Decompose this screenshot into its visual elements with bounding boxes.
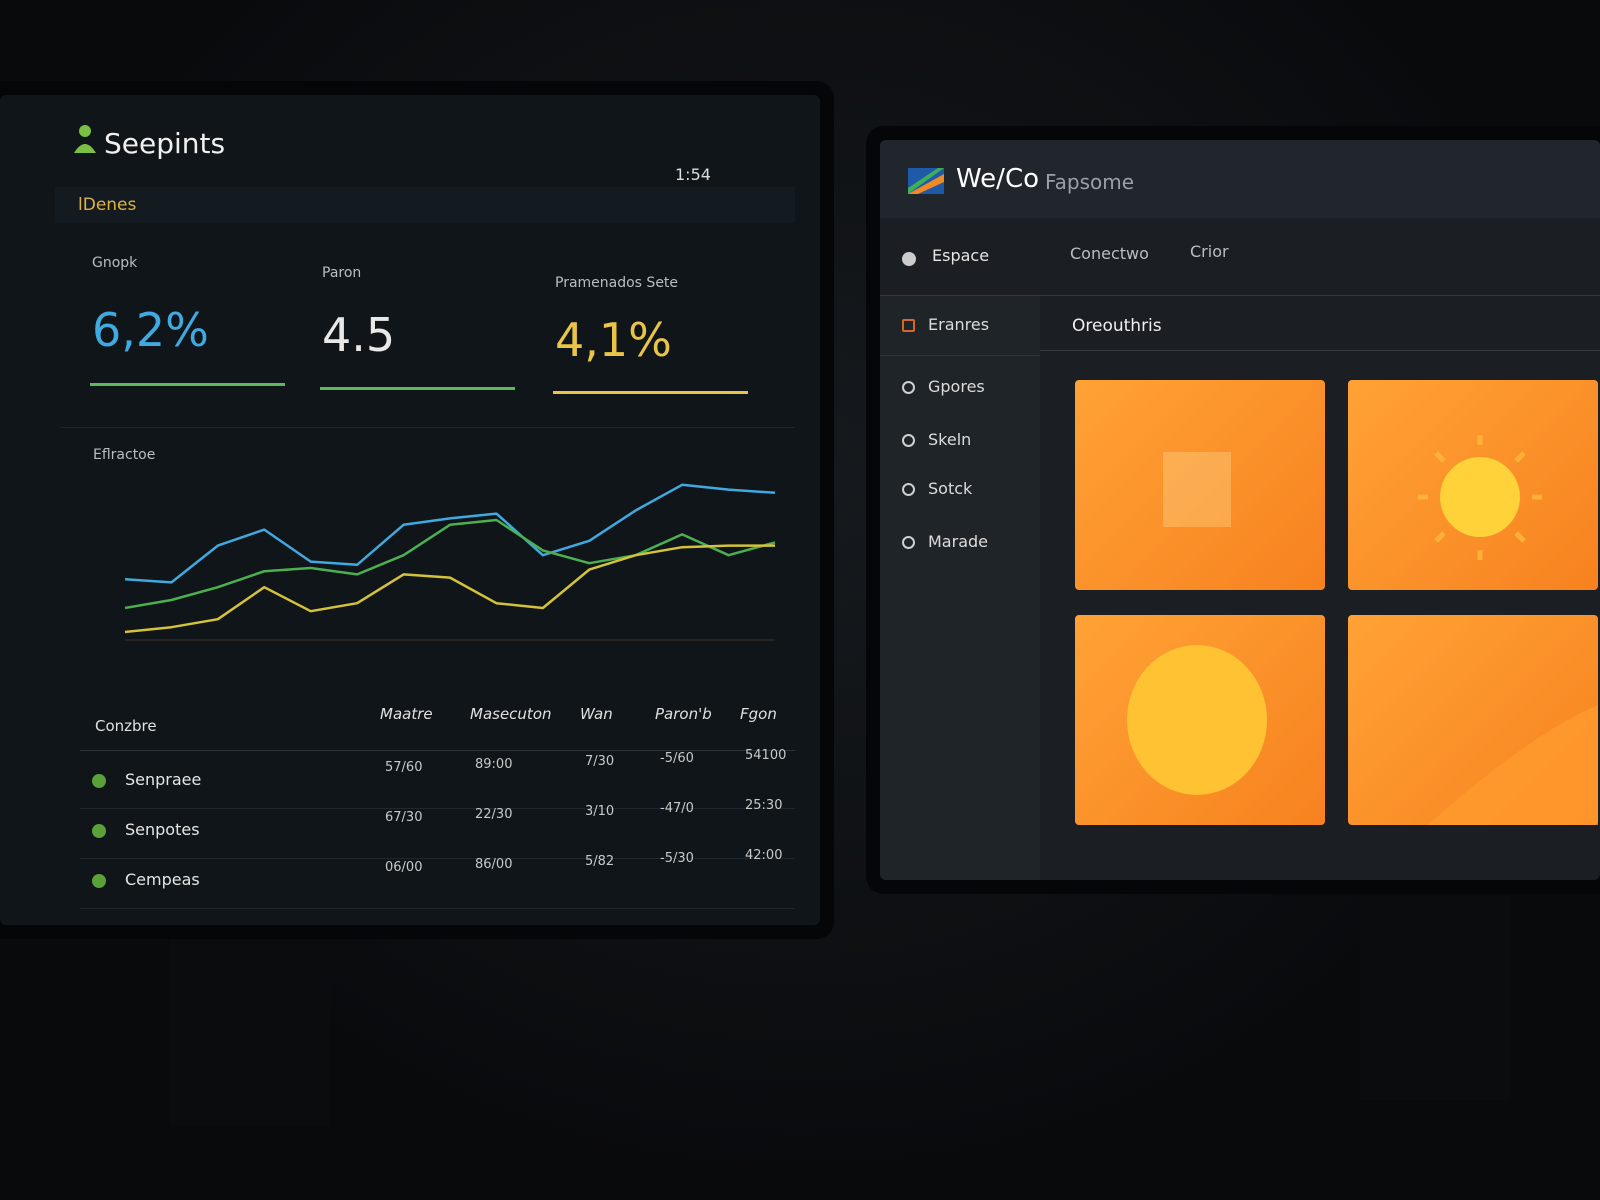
row-divider bbox=[80, 908, 795, 909]
table-cell: 3/10 bbox=[585, 804, 615, 819]
tile bbox=[1348, 615, 1598, 825]
row-icon bbox=[92, 824, 106, 838]
table-cell: 54100 bbox=[745, 748, 787, 763]
row-name: Senpraee bbox=[125, 770, 202, 789]
kpi-line bbox=[553, 391, 748, 394]
kpi-label: Pramenados Sete bbox=[555, 275, 679, 291]
table-cell: 06/00 bbox=[385, 860, 423, 875]
chart-title: Eflractoe bbox=[93, 447, 156, 463]
nav-item[interactable]: Conectwo bbox=[1070, 244, 1149, 263]
app-title: Seepints bbox=[104, 127, 226, 160]
column-header: Fgon bbox=[740, 705, 777, 723]
left-screen: Seepints 1:54 lDenes Eflractoe Gnopk 6,2%… bbox=[0, 95, 820, 925]
sidebar-icon bbox=[902, 319, 915, 332]
sidebar-item[interactable]: Eranres bbox=[928, 315, 990, 334]
table-cell: 22/30 bbox=[475, 807, 513, 822]
divider bbox=[60, 427, 795, 428]
row-name: Senpotes bbox=[125, 820, 200, 839]
row-divider bbox=[80, 808, 795, 809]
table-cell: 57/60 bbox=[385, 760, 423, 775]
kpi-value: 4,1% bbox=[555, 313, 672, 367]
sidebar-item[interactable]: Marade bbox=[928, 532, 988, 551]
content-heading: Oreouthris bbox=[1072, 316, 1162, 336]
column-header: Paron'b bbox=[655, 705, 712, 723]
row-icon bbox=[92, 774, 106, 788]
line-chart bbox=[124, 483, 776, 641]
nav-item[interactable]: Crior bbox=[1190, 242, 1229, 261]
table-cell: -5/30 bbox=[660, 851, 694, 866]
row-name: Cempeas bbox=[125, 870, 200, 889]
table-cell: 7/30 bbox=[585, 754, 615, 769]
divider bbox=[880, 355, 1040, 356]
nav-item[interactable]: Espace bbox=[932, 246, 990, 265]
column-header: Wan bbox=[580, 705, 613, 723]
table-cell: -47/0 bbox=[660, 801, 694, 816]
divider bbox=[80, 750, 795, 751]
table-cell: 89:00 bbox=[475, 757, 513, 772]
column-header: Maatre bbox=[380, 705, 433, 723]
series-line bbox=[124, 483, 776, 584]
section-bar bbox=[55, 187, 795, 223]
table-cell: -5/60 bbox=[660, 751, 694, 766]
status-time: 1:54 bbox=[675, 165, 711, 184]
table-cell: 5/82 bbox=[585, 854, 615, 869]
table-cell: 42:00 bbox=[745, 848, 783, 863]
monitor-stand bbox=[1360, 880, 1510, 1100]
header-bar bbox=[880, 140, 1600, 218]
sidebar-icon bbox=[902, 381, 915, 394]
sidebar-icon bbox=[902, 434, 915, 447]
app-name: Fapsome bbox=[1045, 170, 1135, 194]
brand-logo bbox=[908, 168, 944, 194]
kpi-label: Gnopk bbox=[92, 255, 138, 271]
tile bbox=[1075, 380, 1325, 590]
right-screen: We/Co Fapsome Oreouthris Espace Conectwo C… bbox=[880, 140, 1600, 880]
app-logo bbox=[74, 125, 96, 153]
kpi-line bbox=[320, 387, 515, 390]
series-line bbox=[124, 518, 776, 610]
brand-text: We/Co bbox=[956, 164, 1040, 194]
row-divider bbox=[80, 858, 795, 859]
tile bbox=[1348, 380, 1598, 590]
monitor-stand bbox=[170, 925, 330, 1125]
sidebar-item[interactable]: Sotck bbox=[928, 479, 973, 498]
sidebar-icon bbox=[902, 483, 915, 496]
nav-icon bbox=[902, 252, 916, 266]
row-icon bbox=[92, 874, 106, 888]
table-cell: 25:30 bbox=[745, 798, 783, 813]
table-cell: 86/00 bbox=[475, 857, 513, 872]
kpi-value: 4.5 bbox=[322, 308, 396, 362]
divider bbox=[1040, 350, 1600, 351]
column-header: Conzbre bbox=[95, 717, 157, 735]
sidebar-icon bbox=[902, 536, 915, 549]
sidebar-item[interactable]: Skeln bbox=[928, 430, 972, 449]
sidebar-item[interactable]: Gpores bbox=[928, 377, 985, 396]
tile bbox=[1075, 615, 1325, 825]
section-title: lDenes bbox=[78, 195, 137, 215]
kpi-line bbox=[90, 383, 285, 386]
column-header: Masecuton bbox=[470, 705, 552, 723]
divider bbox=[880, 295, 1600, 296]
kpi-value: 6,2% bbox=[92, 303, 209, 357]
kpi-label: Paron bbox=[322, 265, 362, 281]
table-cell: 67/30 bbox=[385, 810, 423, 825]
series-line bbox=[124, 544, 775, 634]
